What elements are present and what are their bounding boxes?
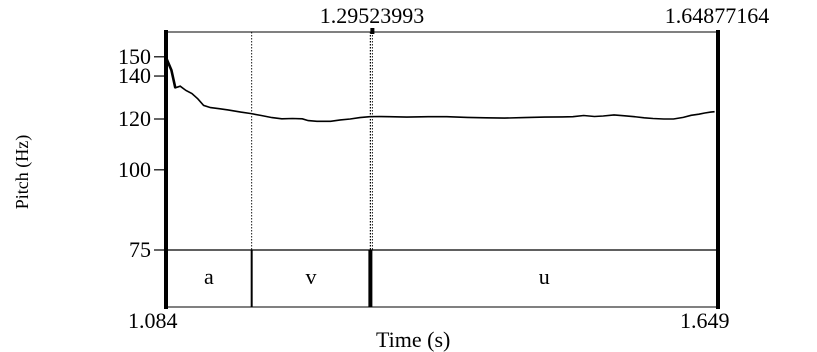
pitch-contour <box>165 58 715 123</box>
top-marker-label-2: 1.64877164 <box>665 3 770 28</box>
top-marker-label-1: 1.29523993 <box>320 3 425 28</box>
marker-tick <box>370 28 375 34</box>
x-start-label: 1.084 <box>128 308 178 333</box>
pitch-line <box>165 58 715 123</box>
pitch-line-onset <box>165 58 177 89</box>
segment-label-u: u <box>539 264 550 289</box>
y-tick-label: 120 <box>118 106 151 131</box>
y-tick-label: 100 <box>118 157 151 182</box>
y-axis-title: Pitch (Hz) <box>12 135 33 209</box>
y-tick-label: 150 <box>118 44 151 69</box>
y-tick-label: 140 <box>118 63 151 88</box>
x-end-label: 1.649 <box>680 308 730 333</box>
segment-label-v: v <box>306 264 317 289</box>
plot-frame <box>164 30 720 309</box>
x-axis-title: Time (s) <box>376 327 450 352</box>
y-tick-label: 75 <box>129 237 151 262</box>
segment-label-a: a <box>204 264 214 289</box>
